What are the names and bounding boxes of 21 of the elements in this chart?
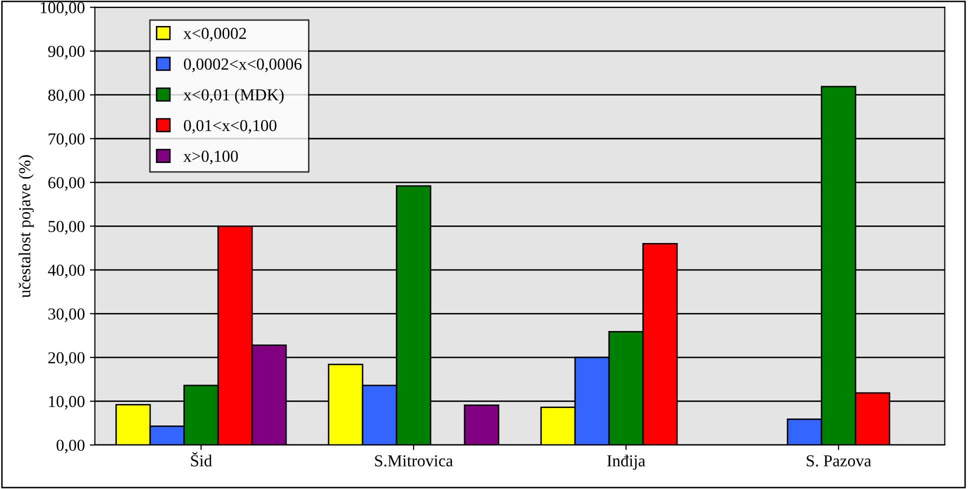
y-tick-label: 60,00: [48, 177, 85, 191]
y-tick-label: 30,00: [48, 308, 85, 322]
y-tick-label: 100,00: [40, 2, 85, 16]
y-tick-label: 70,00: [48, 133, 85, 147]
y-tick-label: 0,00: [56, 440, 85, 454]
legend-label: x>0,100: [183, 150, 238, 164]
x-tick-label: S. Pazova: [806, 455, 872, 467]
y-tick-label: 10,00: [49, 396, 85, 410]
y-tick-label: 50,00: [48, 220, 85, 235]
legend-label: x<0,01 (MDK): [183, 88, 284, 104]
x-tick-label: Inđija: [607, 454, 646, 470]
legend-label: x<0,0002: [183, 28, 246, 42]
y-tick-label: 40,00: [48, 264, 85, 278]
y-axis-title: učestalost pojave (%): [18, 155, 34, 298]
x-tick-label: S.Mitrovica: [375, 455, 453, 467]
y-tick-label: 20,00: [48, 352, 85, 366]
legend-label: 0,01<x<0,100: [184, 120, 276, 134]
y-tick-label: 80,00: [48, 90, 85, 104]
legend-label: 0,0002<x<0,0006: [184, 58, 302, 72]
y-tick-label: 90,00: [48, 46, 85, 60]
x-tick-label: Šid: [191, 452, 212, 466]
